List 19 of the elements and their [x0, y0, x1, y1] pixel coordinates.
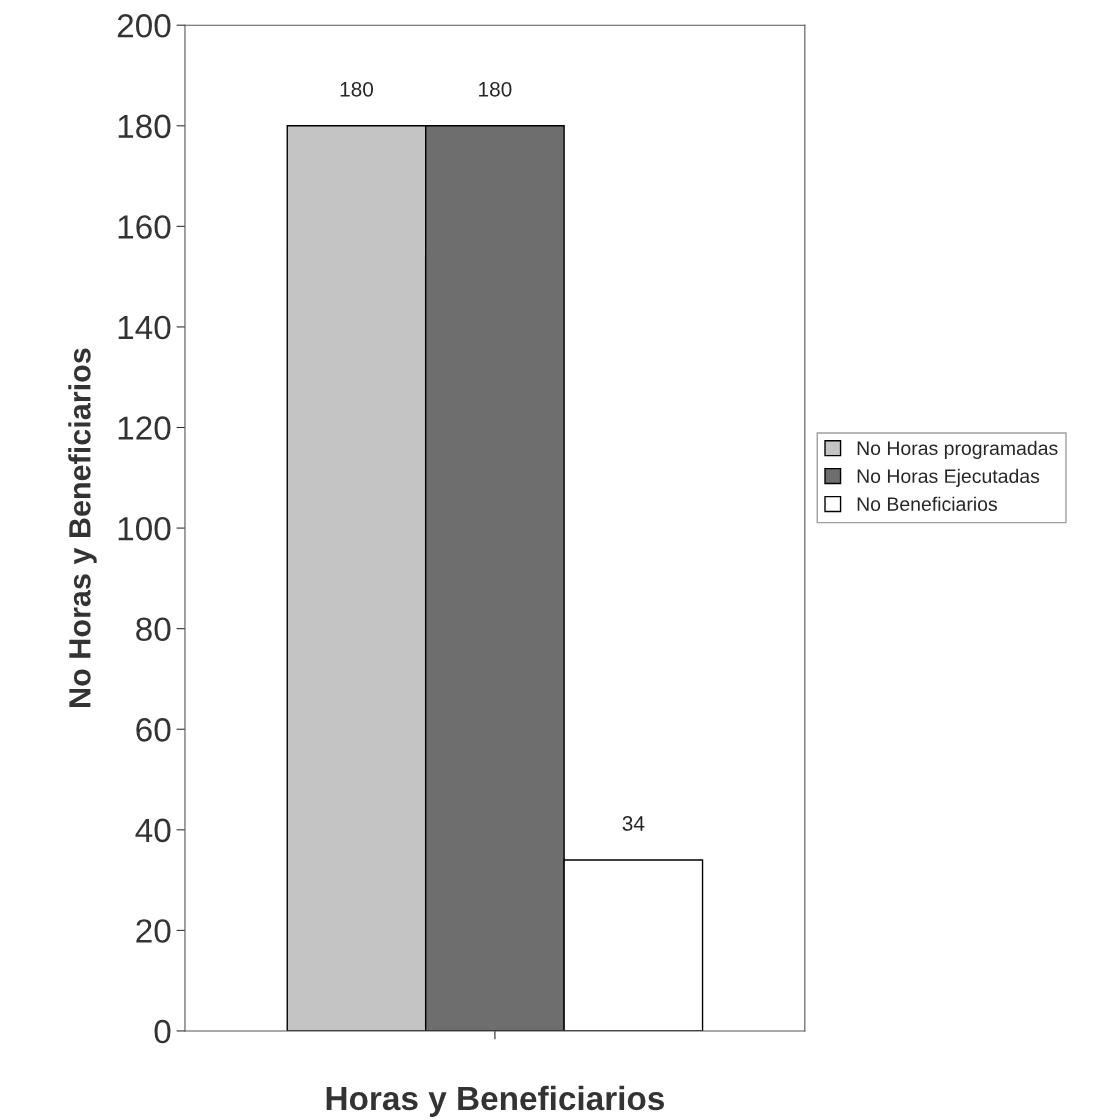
- y-tick-label: 140: [118, 315, 171, 340]
- legend-label: No Beneficiarios: [857, 496, 997, 512]
- y-tick-label: 200: [117, 14, 171, 38]
- y-tick-label: 60: [136, 718, 171, 742]
- data-label: 34: [622, 816, 645, 831]
- data-label: 180: [479, 81, 512, 97]
- y-tick-label: 40: [135, 818, 171, 843]
- legend-label: No Horas Ejecutadas: [857, 468, 1040, 487]
- x-axis-title: Horas y Beneficiarios: [326, 1085, 664, 1117]
- y-tick-label: 120: [118, 416, 171, 440]
- legend-label: No Horas programadas: [857, 440, 1058, 459]
- y-tick-label: 80: [136, 617, 171, 642]
- y-axis-title: No Horas y Beneficiarios: [68, 348, 97, 707]
- y-tick-label: 100: [118, 516, 171, 541]
- y-tick-label: 0: [154, 1019, 171, 1044]
- data-label: 180: [340, 81, 374, 97]
- y-tick-label: 180: [118, 114, 171, 139]
- y-tick-label: 20: [136, 919, 171, 943]
- y-tick-label: 160: [118, 215, 171, 239]
